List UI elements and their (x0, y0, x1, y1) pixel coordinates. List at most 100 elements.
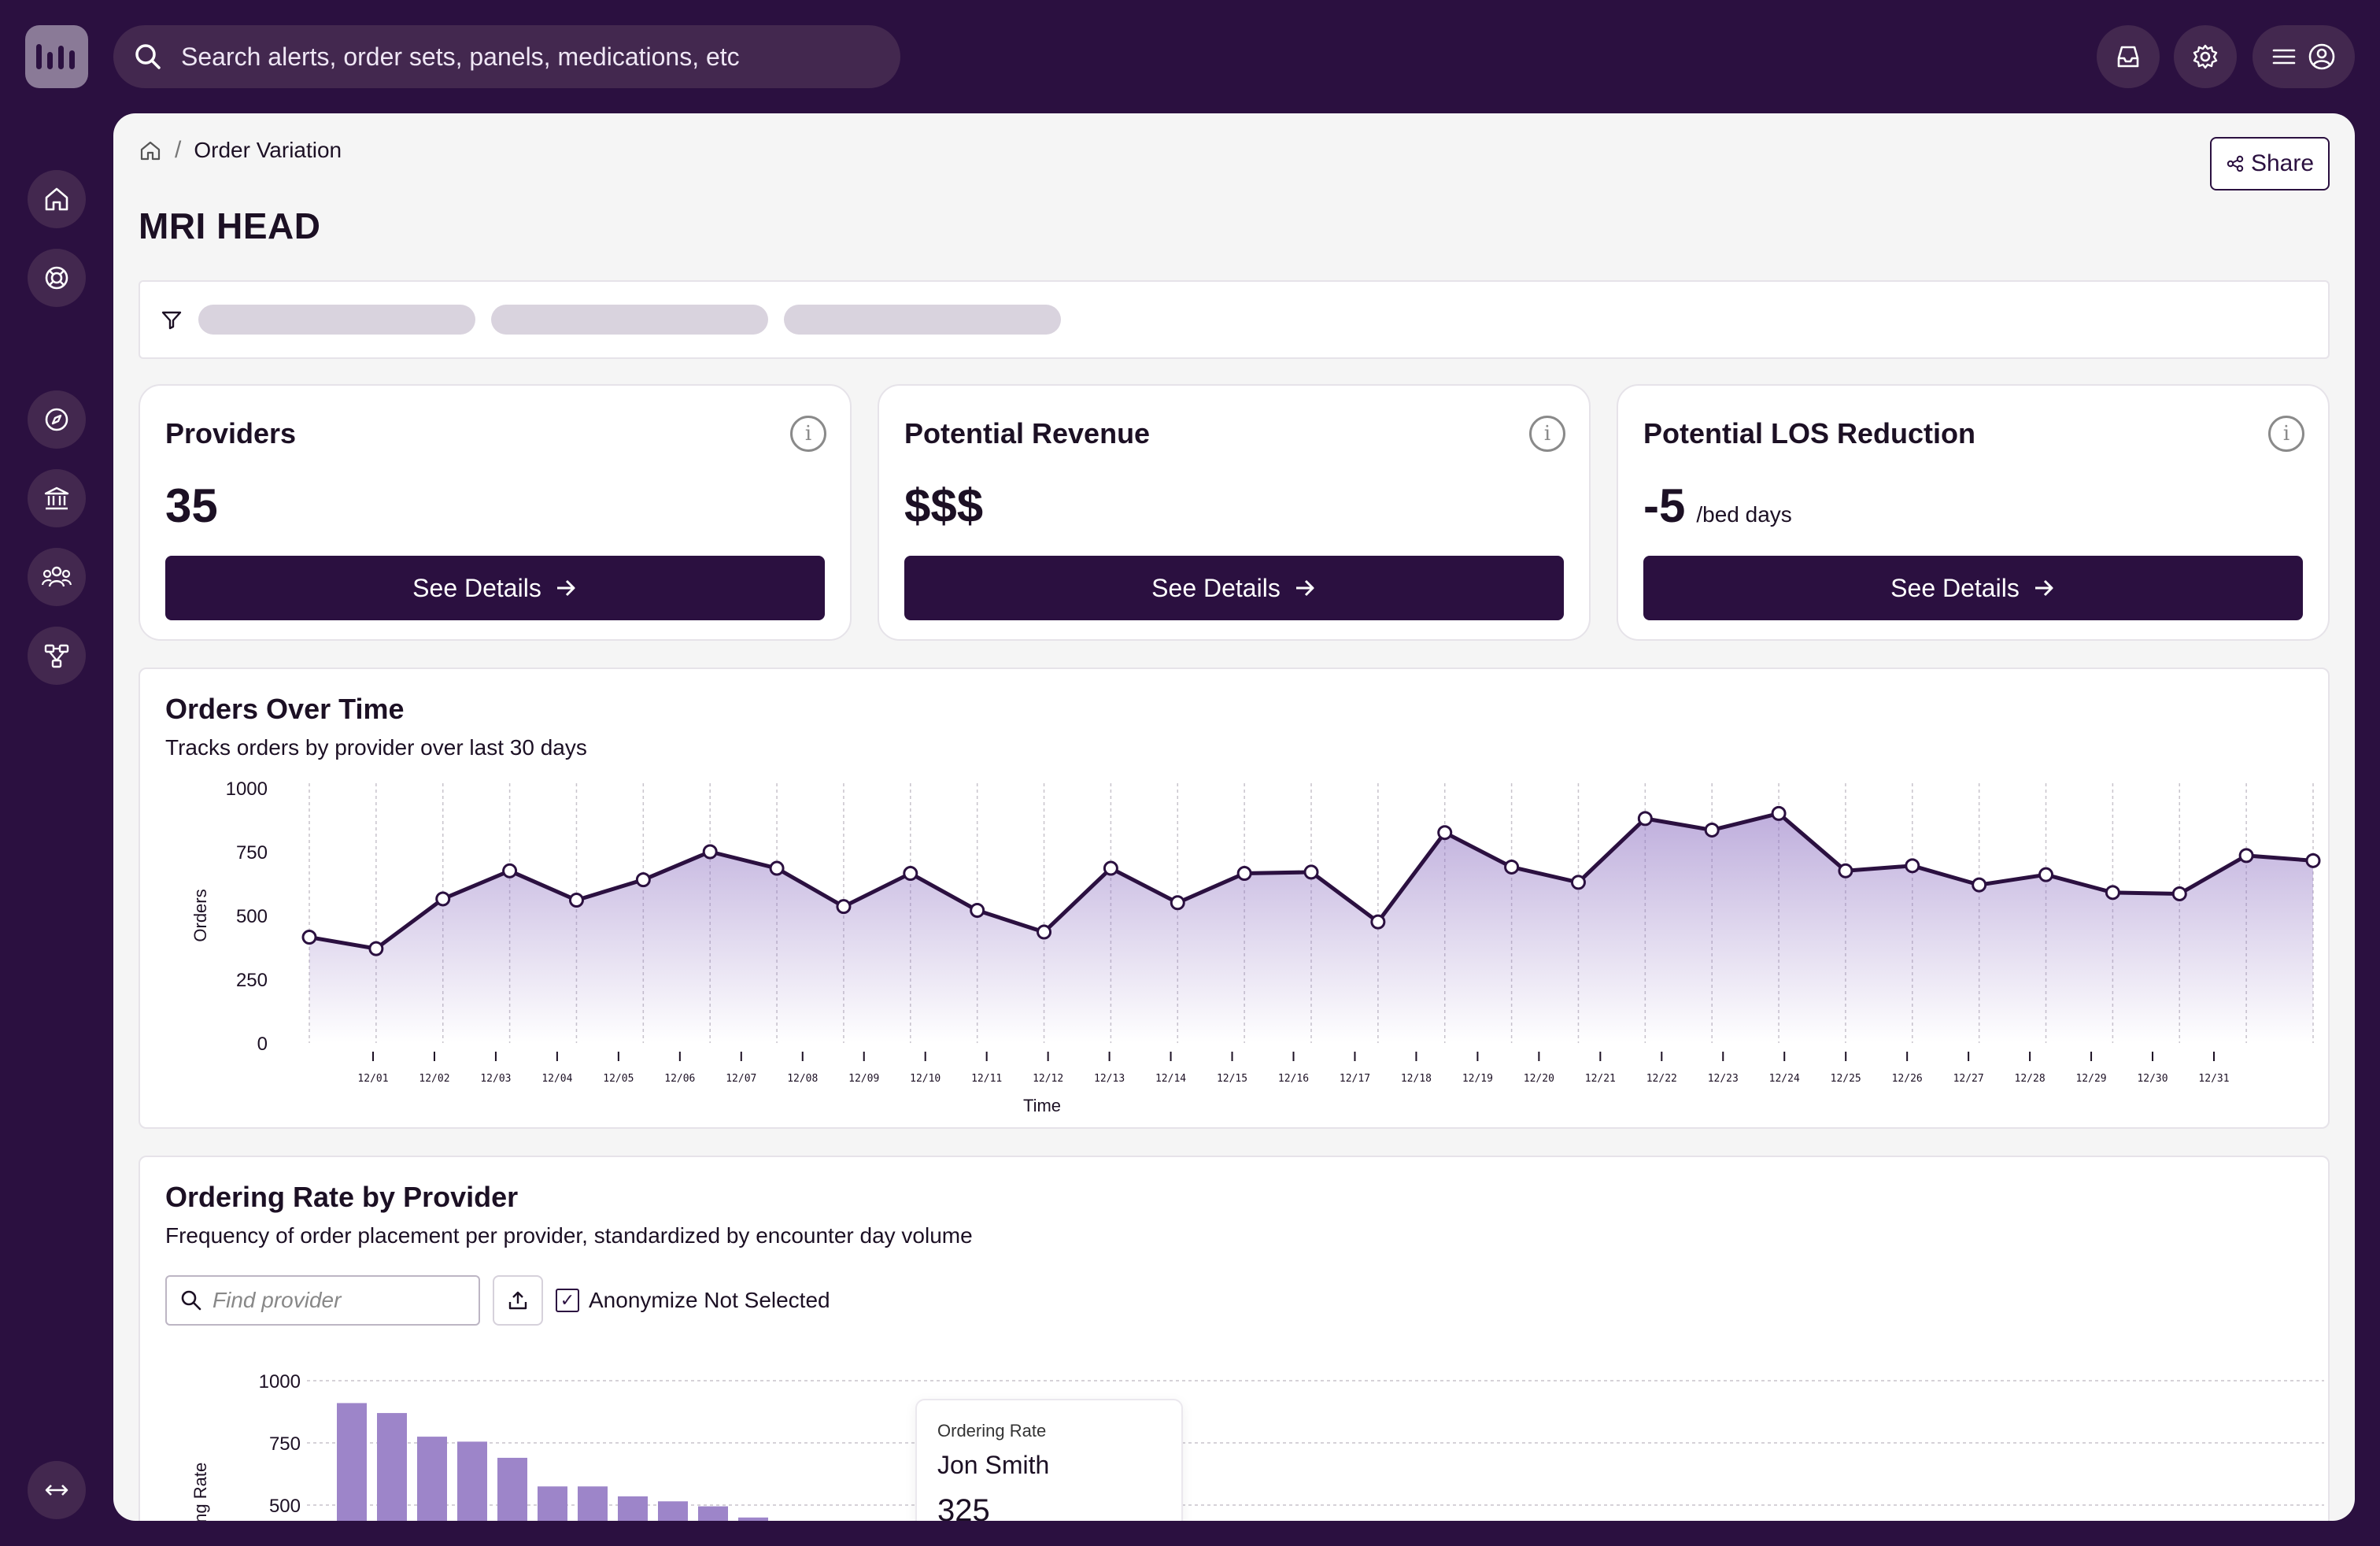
gear-icon (2193, 44, 2218, 69)
share-button[interactable]: Share (2210, 137, 2330, 190)
bar (698, 1506, 728, 1521)
bar (658, 1501, 688, 1521)
data-point (1704, 822, 1720, 838)
x-tick-label: 12/28 (2015, 1073, 2046, 1085)
los-reduction-card: Potential LOS Reduction i -5/bed days Se… (1617, 384, 2330, 641)
card-title: Potential Revenue (904, 417, 1151, 449)
data-point (1972, 877, 1987, 893)
breadcrumb: / Order Variation (139, 137, 342, 164)
x-tick-label: 12/06 (664, 1073, 695, 1085)
nav-home[interactable] (28, 170, 86, 228)
inbox-button[interactable] (2097, 25, 2160, 88)
ordering-rate-bar-chart: 500 750 1000 Ordering Rate (190, 1371, 2324, 1521)
panel-subtitle: Tracks orders by provider over last 30 d… (165, 735, 587, 760)
x-tick-label: 12/31 (2198, 1073, 2229, 1085)
lifebuoy-icon (45, 266, 68, 290)
nav-workflow[interactable] (28, 627, 86, 685)
area-fill (309, 813, 2313, 1043)
compass-icon (45, 408, 68, 431)
collapse-sidebar-button[interactable] (28, 1461, 86, 1519)
data-point (1838, 863, 1853, 878)
tooltip-label: Ordering Rate (937, 1421, 1047, 1441)
data-point (635, 872, 651, 888)
app-logo[interactable] (25, 25, 88, 88)
data-point (2105, 885, 2120, 901)
providers-card: Providers i 35 See Details (139, 384, 852, 641)
user-menu-button[interactable] (2252, 25, 2355, 88)
anonymize-label: Anonymize Not Selected (589, 1288, 830, 1312)
user-avatar-icon (2308, 43, 2335, 70)
bar (538, 1486, 567, 1521)
panel-title: Ordering Rate by Provider (165, 1181, 519, 1213)
x-tick-label: 12/22 (1646, 1073, 1677, 1085)
x-tick-label: 12/29 (2075, 1073, 2106, 1085)
y-tick-label: 0 (257, 1034, 268, 1055)
search-placeholder: Search alerts, order sets, panels, medic… (181, 42, 740, 71)
data-point (368, 941, 384, 956)
data-point (1637, 811, 1653, 827)
data-point (301, 930, 317, 945)
data-point (435, 891, 451, 907)
x-tick-label: 12/15 (1217, 1073, 1247, 1085)
bar (497, 1457, 527, 1521)
home-icon[interactable] (139, 139, 162, 162)
filter-bar (139, 280, 2330, 359)
panel-title: Orders Over Time (165, 693, 405, 725)
x-tick-label: 12/02 (419, 1073, 449, 1085)
info-icon[interactable]: i (2268, 416, 2304, 452)
orders-over-time-panel: Orders Over Time Tracks orders by provid… (139, 668, 2330, 1129)
data-point (1570, 875, 1586, 890)
x-tick-label: 12/09 (848, 1073, 879, 1085)
x-tick-label: 12/07 (726, 1073, 756, 1085)
x-axis-label: Time (1023, 1096, 1061, 1115)
global-search[interactable]: Search alerts, order sets, panels, medic… (113, 25, 900, 88)
flow-diagram-icon (44, 644, 69, 668)
filter-icon[interactable] (161, 309, 183, 331)
settings-button[interactable] (2174, 25, 2237, 88)
x-tick-label: 12/27 (1953, 1073, 1984, 1085)
find-provider-input[interactable]: Find provider (165, 1275, 480, 1326)
data-point (769, 860, 785, 876)
bar (578, 1486, 608, 1521)
filter-chip-loading[interactable] (784, 305, 1061, 335)
y-axis-label: Orders (190, 889, 210, 941)
x-tick-label: 12/16 (1278, 1073, 1309, 1085)
data-point (702, 844, 718, 860)
x-tick-label: 12/26 (1892, 1073, 1923, 1085)
info-icon[interactable]: i (790, 416, 826, 452)
x-tick-label: 12/23 (1708, 1073, 1739, 1085)
info-icon[interactable]: i (1529, 416, 1565, 452)
export-button[interactable] (493, 1275, 543, 1326)
anonymize-toggle[interactable]: ✓ Anonymize Not Selected (556, 1275, 830, 1326)
x-tick-label: 12/30 (2137, 1073, 2168, 1085)
inbox-icon (2117, 46, 2139, 68)
share-label: Share (2250, 150, 2315, 176)
breadcrumb-separator: / (175, 137, 182, 163)
button-label: See Details (1151, 573, 1281, 602)
nav-institution[interactable] (28, 469, 86, 527)
data-point (1905, 858, 1920, 874)
nav-support[interactable] (28, 249, 86, 307)
filter-chip-loading[interactable] (491, 305, 768, 335)
data-point (2238, 848, 2254, 864)
breadcrumb-current: Order Variation (194, 138, 342, 162)
data-point (1303, 864, 1319, 880)
data-point (2305, 853, 2321, 868)
hamburger-icon (2272, 49, 2296, 65)
data-point (1437, 825, 1453, 841)
card-value: -5/bed days (1643, 479, 1792, 532)
data-point (1103, 860, 1118, 876)
data-point (836, 899, 852, 915)
bar (377, 1413, 407, 1521)
data-point (1037, 924, 1052, 940)
see-details-button[interactable]: See Details (1643, 556, 2303, 620)
data-point (568, 893, 584, 908)
see-details-button[interactable]: See Details (165, 556, 825, 620)
nav-providers[interactable] (28, 548, 86, 606)
y-tick-label: 500 (236, 906, 268, 927)
anonymize-checkbox[interactable]: ✓ (556, 1289, 579, 1312)
filter-chip-loading[interactable] (198, 305, 475, 335)
nav-explore[interactable] (28, 390, 86, 449)
see-details-button[interactable]: See Details (904, 556, 1564, 620)
x-tick-label: 12/25 (1831, 1073, 1861, 1085)
